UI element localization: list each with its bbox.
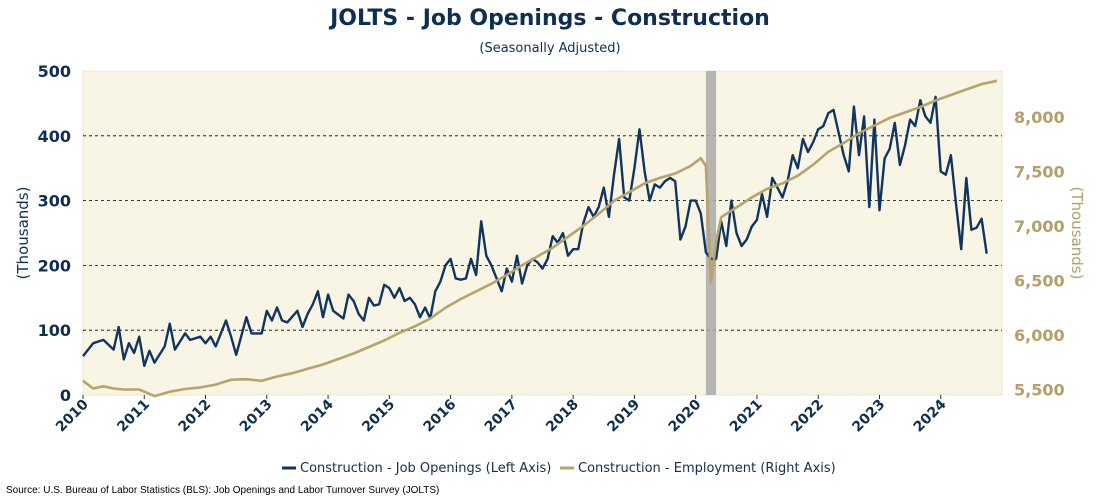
x-tick-label: 2012 [175, 397, 214, 436]
right-tick-label: 5,500 [1014, 381, 1065, 400]
right-tick-label: 6,000 [1014, 326, 1065, 345]
x-tick-label: 2015 [359, 397, 398, 436]
x-tick-label: 2014 [298, 396, 337, 435]
chart-subtitle: (Seasonally Adjusted) [479, 41, 621, 56]
legend-label: Construction - Job Openings (Left Axis) [300, 461, 551, 476]
legend-label: Construction - Employment (Right Axis) [578, 461, 836, 476]
source-note: Source: U.S. Bureau of Labor Statistics … [6, 485, 440, 496]
left-tick-label: 300 [38, 192, 71, 211]
x-tick-label: 2023 [849, 397, 888, 436]
right-tick-label: 7,000 [1014, 217, 1065, 236]
left-tick-label: 400 [38, 127, 71, 146]
recession-shading [705, 71, 717, 395]
x-tick-label: 2010 [53, 396, 92, 435]
x-tick-label: 2022 [788, 397, 827, 436]
x-tick-label: 2019 [604, 397, 643, 436]
x-tick-label: 2011 [114, 397, 153, 436]
employment-series-line [82, 79, 998, 398]
legend: Construction - Job Openings (Left Axis) C… [282, 461, 836, 476]
x-tick-label: 2020 [666, 396, 705, 435]
x-tick-label: 2013 [237, 397, 276, 436]
left-tick-label: 500 [38, 62, 71, 81]
y-axis-right-label: (Thousands) [1068, 187, 1086, 280]
x-tick-label: 2016 [421, 397, 460, 436]
openings-series-line [82, 95, 988, 367]
chart-title: JOLTS - Job Openings - Construction [330, 6, 770, 31]
y-axis-left-label: (Thousands) [14, 187, 32, 280]
left-tick-label: 100 [38, 321, 71, 340]
left-tick-label: 0 [60, 386, 71, 405]
x-tick-label: 2024 [911, 396, 950, 435]
left-tick-label: 200 [38, 256, 71, 275]
x-tick-label: 2017 [482, 397, 521, 436]
series-lines [82, 79, 998, 398]
right-tick-label: 7,500 [1014, 162, 1065, 181]
x-tick-label: 2018 [543, 397, 582, 436]
right-tick-label: 6,500 [1014, 271, 1065, 290]
x-tick-label: 2021 [727, 397, 766, 436]
right-tick-label: 8,000 [1014, 108, 1065, 127]
plot-area [82, 70, 1003, 396]
recession-band [705, 71, 717, 395]
